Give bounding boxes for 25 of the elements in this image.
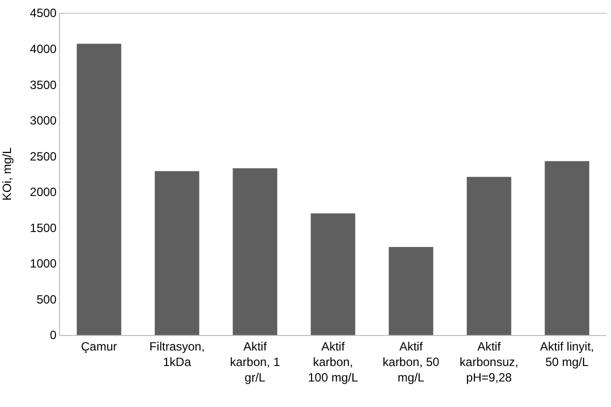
bar	[232, 168, 278, 335]
bar	[76, 44, 122, 335]
y-tick-label: 3000	[30, 114, 57, 128]
y-tick-label: 3500	[30, 78, 57, 92]
y-tick-label: 4500	[30, 6, 57, 20]
y-tick-label: 500	[36, 292, 57, 306]
y-tick-label: 2500	[30, 149, 57, 164]
x-tick-label: Aktif karbonsuz, pH=9,28	[460, 339, 518, 385]
y-axis-title: KOi, mg/L	[0, 147, 14, 201]
y-tick-label: 0	[50, 328, 57, 342]
x-tick-label: Aktif karbon, 1 gr/L	[230, 339, 280, 385]
x-tick-label: Filtrasyon, 1kDa	[149, 339, 205, 369]
x-tick-label: Çamur	[80, 339, 118, 354]
x-tick-label: Aktif karbon, 100 mg/L	[308, 339, 358, 385]
x-tick-label: Aktif linyit, 50 mg/L	[540, 339, 594, 369]
bar	[466, 176, 512, 335]
y-tick-label: 1500	[30, 220, 57, 235]
bar	[388, 246, 434, 335]
x-tick-label: Aktif karbon, 50 mg/L	[382, 339, 440, 385]
bar	[154, 171, 200, 335]
bar	[544, 161, 590, 335]
y-tick-label: 2000	[30, 185, 57, 200]
bar	[310, 213, 356, 335]
y-tick-label: 4000	[30, 42, 57, 56]
y-tick-label: 1000	[30, 256, 57, 271]
